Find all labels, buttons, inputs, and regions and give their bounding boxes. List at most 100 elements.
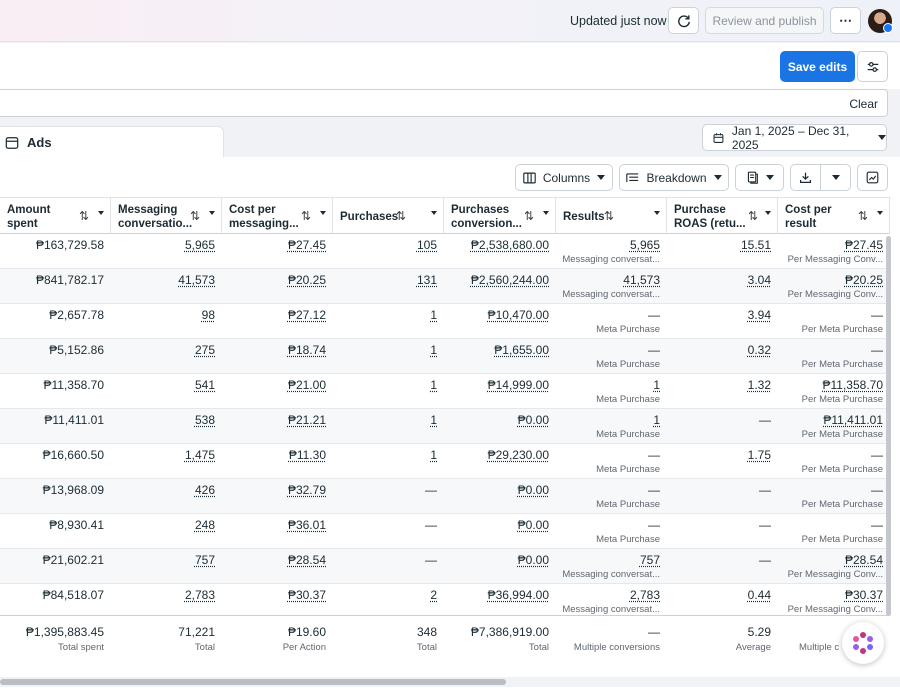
cell-value[interactable]: 1 [430, 308, 437, 322]
reports-button[interactable] [735, 164, 784, 191]
table-row[interactable]: ₱841,782.17 41,573 ₱20.25 131 ₱2,560,244.00 4… [0, 269, 890, 304]
table-row[interactable]: ₱163,729.58 5,965 ₱27.45 105 ₱2,538,680.00 5,… [0, 234, 890, 269]
cell-value[interactable]: 1 [430, 448, 437, 462]
cell-value[interactable]: 1 [430, 413, 437, 427]
cell-value[interactable]: ₱32.79 [287, 483, 326, 497]
cell-value[interactable]: 1,475 [184, 448, 215, 462]
cell-value[interactable]: 1.75 [747, 448, 771, 462]
cell-value[interactable]: ₱0.00 [517, 413, 549, 427]
table-row[interactable]: ₱5,152.86 275 ₱18.74 1 ₱1,655.00 — Meta Purcha… [0, 339, 890, 374]
cell-value[interactable]: ₱11,411.01 [823, 413, 883, 427]
cell-value[interactable]: 5,965 [629, 238, 660, 252]
table-row[interactable]: ₱11,411.01 538 ₱21.21 1 ₱0.00 1 Meta Purchase —… [0, 409, 890, 444]
cell-value[interactable]: ₱20.25 [287, 273, 326, 287]
refresh-button[interactable] [668, 7, 699, 34]
cell-value[interactable]: ₱18.74 [287, 343, 326, 357]
sort-icon[interactable]: ⇅ [396, 209, 407, 223]
save-edits-button[interactable]: Save edits [780, 51, 855, 82]
cell-value[interactable]: 248 [194, 518, 215, 532]
cell-value[interactable]: 105 [416, 238, 437, 252]
cell-value[interactable]: ₱10,470.00 [487, 308, 549, 322]
table-row[interactable]: ₱8,930.41 248 ₱36.01— ₱0.00— Meta Purchase — —… [0, 514, 890, 549]
cell-value[interactable]: 1 [430, 343, 437, 357]
breakdown-button[interactable]: Breakdown [619, 164, 729, 191]
cell-value[interactable]: ₱27.12 [287, 308, 326, 322]
clear-filters-button[interactable]: Clear [849, 97, 878, 111]
sort-icon[interactable]: ⇅ [858, 209, 869, 223]
cell-value[interactable]: 5,965 [184, 238, 215, 252]
cell-value[interactable]: 3.04 [747, 273, 771, 287]
cell-value[interactable]: ₱28.54 [287, 553, 326, 567]
cell-value[interactable]: ₱28.54 [844, 553, 883, 567]
sort-icon[interactable]: ⇅ [604, 209, 615, 223]
tab-ads[interactable]: Ads [0, 126, 224, 158]
table-row[interactable]: ₱2,657.78 98 ₱27.12 1 ₱10,470.00 — Meta Purcha… [0, 304, 890, 339]
cell-value[interactable]: 426 [194, 483, 215, 497]
chevron-down-icon[interactable] [209, 211, 215, 215]
column-header-cost-per-result[interactable]: Cost per result ⇅ [778, 197, 890, 234]
cell-value[interactable]: 1.32 [747, 378, 771, 392]
chevron-down-icon[interactable] [98, 211, 104, 215]
settings-button[interactable] [857, 51, 888, 82]
cell-value[interactable]: ₱0.00 [517, 518, 549, 532]
cell-value[interactable]: ₱2,538,680.00 [470, 238, 549, 252]
table-row[interactable]: ₱84,518.07 2,783 ₱30.37 2 ₱36,994.00 2,783 Mes… [0, 584, 890, 619]
cell-value[interactable]: 541 [194, 378, 215, 392]
cell-value[interactable]: 1 [430, 378, 437, 392]
chevron-down-icon[interactable] [877, 211, 883, 215]
cell-value[interactable]: 2,783 [184, 588, 215, 602]
cell-value[interactable]: 0.44 [747, 588, 771, 602]
cell-value[interactable]: ₱27.45 [844, 238, 883, 252]
column-header-cost-per-messaging[interactable]: Cost per messaging... ⇅ [222, 197, 333, 234]
export-dropdown[interactable] [820, 165, 850, 190]
cell-value[interactable]: 2,783 [629, 588, 660, 602]
cell-value[interactable]: 3.94 [747, 308, 771, 322]
cell-value[interactable]: 41,573 [178, 273, 215, 287]
column-header-purchases-conversion[interactable]: Purchases conversion... ⇅ [444, 197, 556, 234]
cell-value[interactable]: 41,573 [623, 273, 660, 287]
cell-value[interactable]: 1 [653, 378, 660, 392]
cell-value[interactable]: ₱11,358.70 [822, 378, 884, 392]
table-row[interactable]: ₱21,602.21 757 ₱28.54 — ₱0.00 757 Messaging co… [0, 549, 890, 584]
sort-icon[interactable]: ⇅ [190, 209, 201, 223]
cell-value[interactable]: ₱0.00 [517, 553, 549, 567]
download-icon[interactable] [791, 165, 820, 190]
chevron-down-icon[interactable] [654, 211, 660, 215]
more-options-button[interactable]: ⋯ [830, 7, 861, 34]
cell-value[interactable]: 275 [194, 343, 215, 357]
cell-value[interactable]: 757 [639, 553, 660, 567]
sort-icon[interactable]: ⇅ [301, 209, 312, 223]
cell-value[interactable]: 538 [194, 413, 215, 427]
charts-button[interactable] [857, 164, 888, 191]
horizontal-scrollbar[interactable] [0, 677, 900, 687]
cell-value[interactable]: 131 [416, 273, 437, 287]
cell-value[interactable]: ₱29,230.00 [487, 448, 549, 462]
vertical-scrollbar[interactable] [886, 236, 891, 616]
cell-value[interactable]: ₱21.21 [287, 413, 326, 427]
cell-value[interactable]: ₱30.37 [287, 588, 326, 602]
cell-value[interactable]: 2 [430, 588, 437, 602]
cell-value[interactable]: 0.32 [747, 343, 771, 357]
table-row[interactable]: ₱11,358.70 541 ₱21.00 1 ₱14,999.00 1 Meta Purc… [0, 374, 890, 409]
cell-value[interactable]: ₱30.37 [844, 588, 883, 602]
cell-value[interactable]: ₱20.25 [844, 273, 883, 287]
date-range-picker[interactable]: Jan 1, 2025 – Dec 31, 2025 [702, 124, 887, 152]
cell-value[interactable]: ₱2,560,244.00 [470, 273, 549, 287]
cell-value[interactable]: ₱27.45 [287, 238, 326, 252]
filter-bar[interactable]: Clear [0, 89, 888, 117]
column-header-purchase-roas[interactable]: Purchase ROAS (retu... ⇅ [667, 197, 778, 234]
sort-icon[interactable]: ⇅ [79, 209, 90, 223]
cell-value[interactable]: 757 [194, 553, 215, 567]
column-header-messaging-conversations[interactable]: Messaging conversatio... ⇅ [111, 197, 222, 234]
cell-value[interactable]: ₱0.00 [517, 483, 549, 497]
cell-value[interactable]: 1 [653, 413, 660, 427]
cell-value[interactable]: ₱14,999.00 [487, 378, 549, 392]
chevron-down-icon[interactable] [431, 211, 437, 215]
sort-icon[interactable]: ⇅ [524, 209, 535, 223]
column-header-amount-spent[interactable]: Amount spent ⇅ [0, 197, 111, 234]
cell-value[interactable]: 98 [201, 308, 215, 322]
cell-value[interactable]: ₱36.01 [287, 518, 326, 532]
ai-assistant-button[interactable] [842, 622, 884, 664]
review-publish-button[interactable]: Review and publish [705, 7, 824, 34]
scrollbar-thumb[interactable] [0, 679, 506, 685]
